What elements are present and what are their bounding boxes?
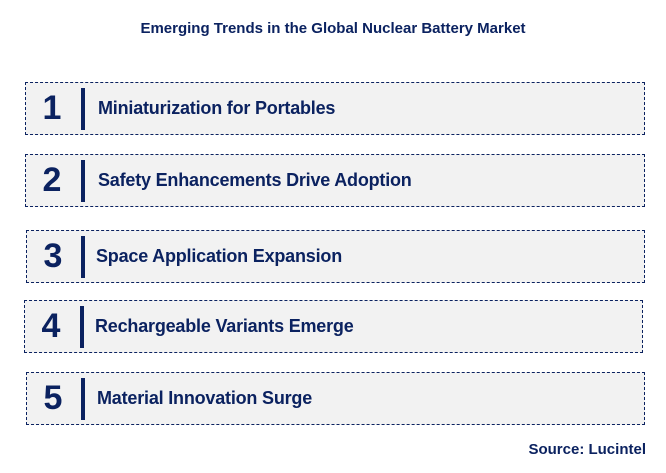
- trend-item-1: 1 Miniaturization for Portables: [25, 82, 645, 135]
- trend-label: Safety Enhancements Drive Adoption: [98, 170, 412, 190]
- trend-item-3: 3 Space Application Expansion: [26, 230, 645, 283]
- trend-number: 1: [42, 89, 62, 127]
- trend-label: Miniaturization for Portables: [98, 98, 336, 118]
- trend-label: Space Application Expansion: [96, 246, 342, 266]
- diagram-title: Emerging Trends in the Global Nuclear Ba…: [140, 20, 526, 37]
- divider-bar: [80, 306, 84, 348]
- trend-label: Rechargeable Variants Emerge: [95, 316, 354, 336]
- trend-item-2: 2 Safety Enhancements Drive Adoption: [25, 154, 645, 207]
- trend-label: Material Innovation Surge: [97, 388, 313, 408]
- trend-item-4: 4 Rechargeable Variants Emerge: [24, 300, 643, 353]
- divider-bar: [81, 378, 85, 420]
- trend-item-5: 5 Material Innovation Surge: [26, 372, 645, 425]
- trend-number: 4: [41, 307, 61, 345]
- trend-number: 2: [42, 161, 62, 199]
- trend-number: 3: [43, 237, 63, 275]
- trend-number: 5: [43, 379, 63, 417]
- source-credit: Source: Lucintel: [528, 441, 646, 458]
- divider-bar: [81, 88, 85, 130]
- divider-bar: [81, 236, 85, 278]
- divider-bar: [81, 160, 85, 202]
